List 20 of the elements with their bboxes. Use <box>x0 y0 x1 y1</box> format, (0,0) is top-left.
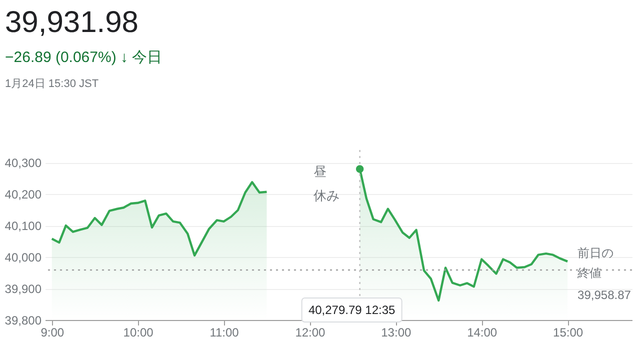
annotation: 昼休み <box>313 164 340 203</box>
y-tick-label: 39,800 <box>4 314 42 328</box>
annotation: 40,279.79 12:35 <box>308 303 396 317</box>
chart-title: 39,931.98 <box>5 6 138 39</box>
x-tick-label: 11:00 <box>210 326 240 340</box>
y-tick-label: 40,300 <box>4 156 42 170</box>
chart-subtitle: −26.89 (0.067%) ↓ 今日 <box>5 49 162 66</box>
x-tick-label: 15:00 <box>553 326 584 340</box>
x-tick-label: 10:00 <box>123 326 154 340</box>
text: 1月24日 15:30 JST <box>5 78 99 90</box>
y-tick-label: 40,200 <box>4 188 42 202</box>
y-tick-label: 40,100 <box>4 219 42 234</box>
y-tick-label: 39,900 <box>4 282 42 296</box>
annotation: 39,958.87 <box>578 288 632 302</box>
x-tick-label: 13:00 <box>381 326 412 340</box>
x-tick-label: 12:00 <box>295 326 326 340</box>
ref-line-label: 前日の終値 <box>576 246 614 280</box>
x-tick-label: 9:00 <box>40 326 64 340</box>
x-tick-label: 14:00 <box>467 326 498 340</box>
y-tick-label: 40,000 <box>4 250 42 265</box>
